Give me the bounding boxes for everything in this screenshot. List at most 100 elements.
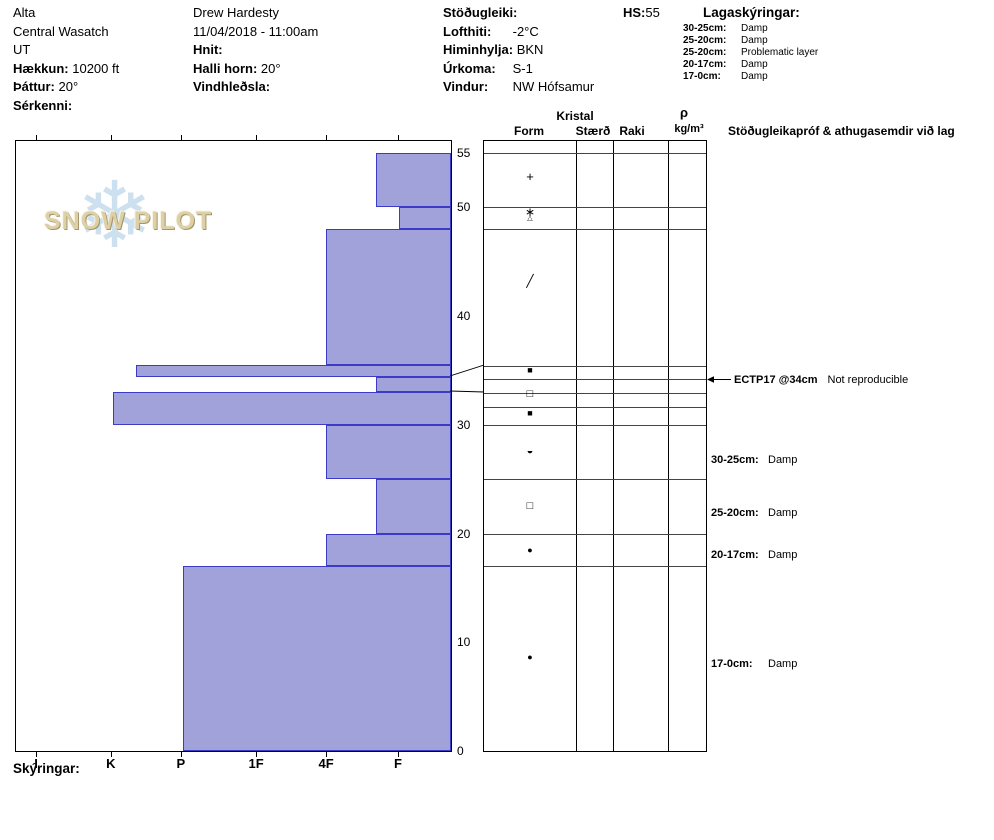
test-result-note: Not reproducible (827, 374, 909, 387)
layer-comment-range: 17-0cm: (711, 658, 753, 671)
column-divider (576, 141, 577, 751)
crystal-column-group-header: Kristal (556, 109, 594, 123)
crystal-rounded-grains-icon: ● (527, 652, 533, 663)
layer-note-text: Damp (741, 23, 768, 34)
layer-boundary-line (484, 379, 706, 381)
field-label: Lofthiti: (443, 23, 492, 39)
field-value: Central Wasatch (13, 23, 109, 39)
hardness-tick-bottom (180, 751, 182, 757)
hardness-bar (183, 566, 451, 751)
field-value: NW Hófsamur (509, 79, 595, 94)
legend-label: Skýringar: (13, 761, 80, 776)
field-value: Drew Hardesty (193, 5, 279, 20)
hardness-tick-top (326, 135, 328, 141)
layer-comment-text: Damp (768, 453, 798, 466)
layer-note: 20-17cm: Damp (683, 59, 818, 71)
depth-axis-label: 30 (457, 417, 471, 432)
header-observer-column: Drew Hardesty 11/04/2018 - 11:00am Hnit: Ha… (193, 4, 318, 97)
layer-note-range: 17-0cm: (683, 71, 721, 82)
field-label: Stöðugleiki: (443, 5, 518, 20)
hardness-axis-label: K (106, 756, 116, 771)
layer-boundary-line (484, 152, 706, 154)
field-value: 55 (645, 5, 660, 20)
column-divider (613, 141, 614, 751)
layer-notes: Lagaskýringar: 30-25cm: Damp 25-20cm: Damp 2… (683, 4, 818, 83)
hardness-tick-top (397, 135, 399, 141)
header-snow-height: HS:55 (623, 4, 660, 23)
crystal-precipitation-particles-icon: + (526, 168, 534, 184)
hardness-axis-label: F (393, 756, 402, 771)
crystal-melt-freeze-crust-icon: ■ (527, 365, 533, 376)
field-value: -2°C (509, 23, 539, 39)
header-field: Alta (13, 4, 119, 23)
layer-comment: 30-25cm: Damp (711, 454, 797, 466)
header-location-column: Alta Central Wasatch UT Hækkun: 10200 ft Þát… (13, 4, 119, 115)
hardness-axis-label: 4F (318, 756, 334, 771)
hardness-bar (376, 152, 451, 208)
field-value: Alta (13, 5, 36, 20)
hardness-axis-label: P (176, 756, 186, 771)
stability-test-result: ECTP17 @34cm Not reproducible (707, 374, 908, 386)
layer-note-text: Problematic layer (741, 47, 819, 58)
header-field: 11/04/2018 - 11:00am (193, 23, 318, 42)
left-arrow-icon (707, 376, 731, 384)
field-value: 20° (54, 79, 79, 94)
field-value: BKN (513, 42, 544, 57)
depth-axis-label: 50 (457, 200, 471, 215)
layer-boundary-line (484, 424, 706, 426)
comments-panel: ECTP17 @34cm Not reproducible 30-25cm: Damp… (705, 140, 993, 760)
field-label: Himinhylja: (443, 42, 514, 57)
hardness-tick-top (256, 135, 258, 141)
layer-boundary-line (484, 407, 706, 409)
hardness-axis-label: 1F (248, 756, 264, 771)
density-unit-header: kg/m³ (674, 123, 704, 135)
header-field: Vindur: NW Hófsamur (443, 78, 594, 97)
layer-note-range: 25-20cm: (683, 35, 727, 46)
layer-comment-range: 20-17cm: (711, 549, 759, 562)
header-field: UT (13, 41, 119, 60)
field-value: 10200 ft (68, 60, 120, 76)
field-label: Sérkenni: (13, 97, 73, 113)
comments-column-header: Stöðugleikapróf & athugasemdir við lag (728, 124, 955, 138)
layer-note: 25-20cm: Problematic layer (683, 47, 818, 59)
layer-note: 17-0cm: Damp (683, 71, 818, 83)
hardness-bar (113, 392, 451, 425)
crystal-columns-panel: + ∗ △ ╱ ■ □ ■ ◒ □ ● ● (483, 140, 707, 752)
layer-boundary-line (484, 533, 706, 535)
layer-notes-list: 30-25cm: Damp 25-20cm: Damp 25-20cm: Problema… (683, 23, 818, 83)
hardness-bar (326, 533, 451, 567)
header-field: Lofthiti: -2°C (443, 23, 594, 42)
hardness-bar (376, 479, 451, 534)
layer-note-text: Damp (741, 35, 768, 46)
hardness-bar (376, 376, 451, 393)
density-column-header: ρ (679, 105, 689, 120)
header-field: Þáttur: 20° (13, 78, 119, 97)
header-field: HS:55 (623, 4, 660, 23)
crystal-melt-freeze-crust-icon: ■ (527, 407, 533, 418)
layer-comment: 20-17cm: Damp (711, 549, 797, 561)
field-label: Vindur: (443, 79, 489, 94)
hardness-tick-top (36, 135, 37, 141)
hardness-tick-bottom (110, 751, 112, 757)
layer-note-text: Damp (741, 59, 768, 70)
hardness-bar (326, 424, 451, 480)
layer-comment-text: Damp (768, 506, 798, 519)
hardness-tick-bottom (256, 751, 258, 757)
header-field: Central Wasatch (13, 23, 119, 42)
depth-axis-label: 55 (457, 145, 471, 160)
field-label: Halli horn: (193, 60, 258, 76)
layer-note-range: 25-20cm: (683, 47, 727, 58)
field-label: Úrkoma: (443, 60, 496, 76)
header-field: Hækkun: 10200 ft (13, 60, 119, 79)
crystal-melt-forms-icon: ◒ (526, 444, 534, 457)
header-field: Drew Hardesty (193, 4, 318, 23)
layer-boundary-line (484, 207, 706, 209)
layer-boundary-line (484, 393, 706, 395)
header-field: Stöðugleiki: (443, 4, 594, 23)
layer-note: 30-25cm: Damp (683, 23, 818, 35)
layer-notes-title: Lagaskýringar: (703, 5, 800, 20)
crystal-decomposing-fragments-icon: ╱ (526, 274, 534, 289)
layer-comment-text: Damp (768, 549, 798, 562)
field-label: Vindhleðsla: (193, 79, 271, 94)
layer-boundary-line (484, 479, 706, 481)
